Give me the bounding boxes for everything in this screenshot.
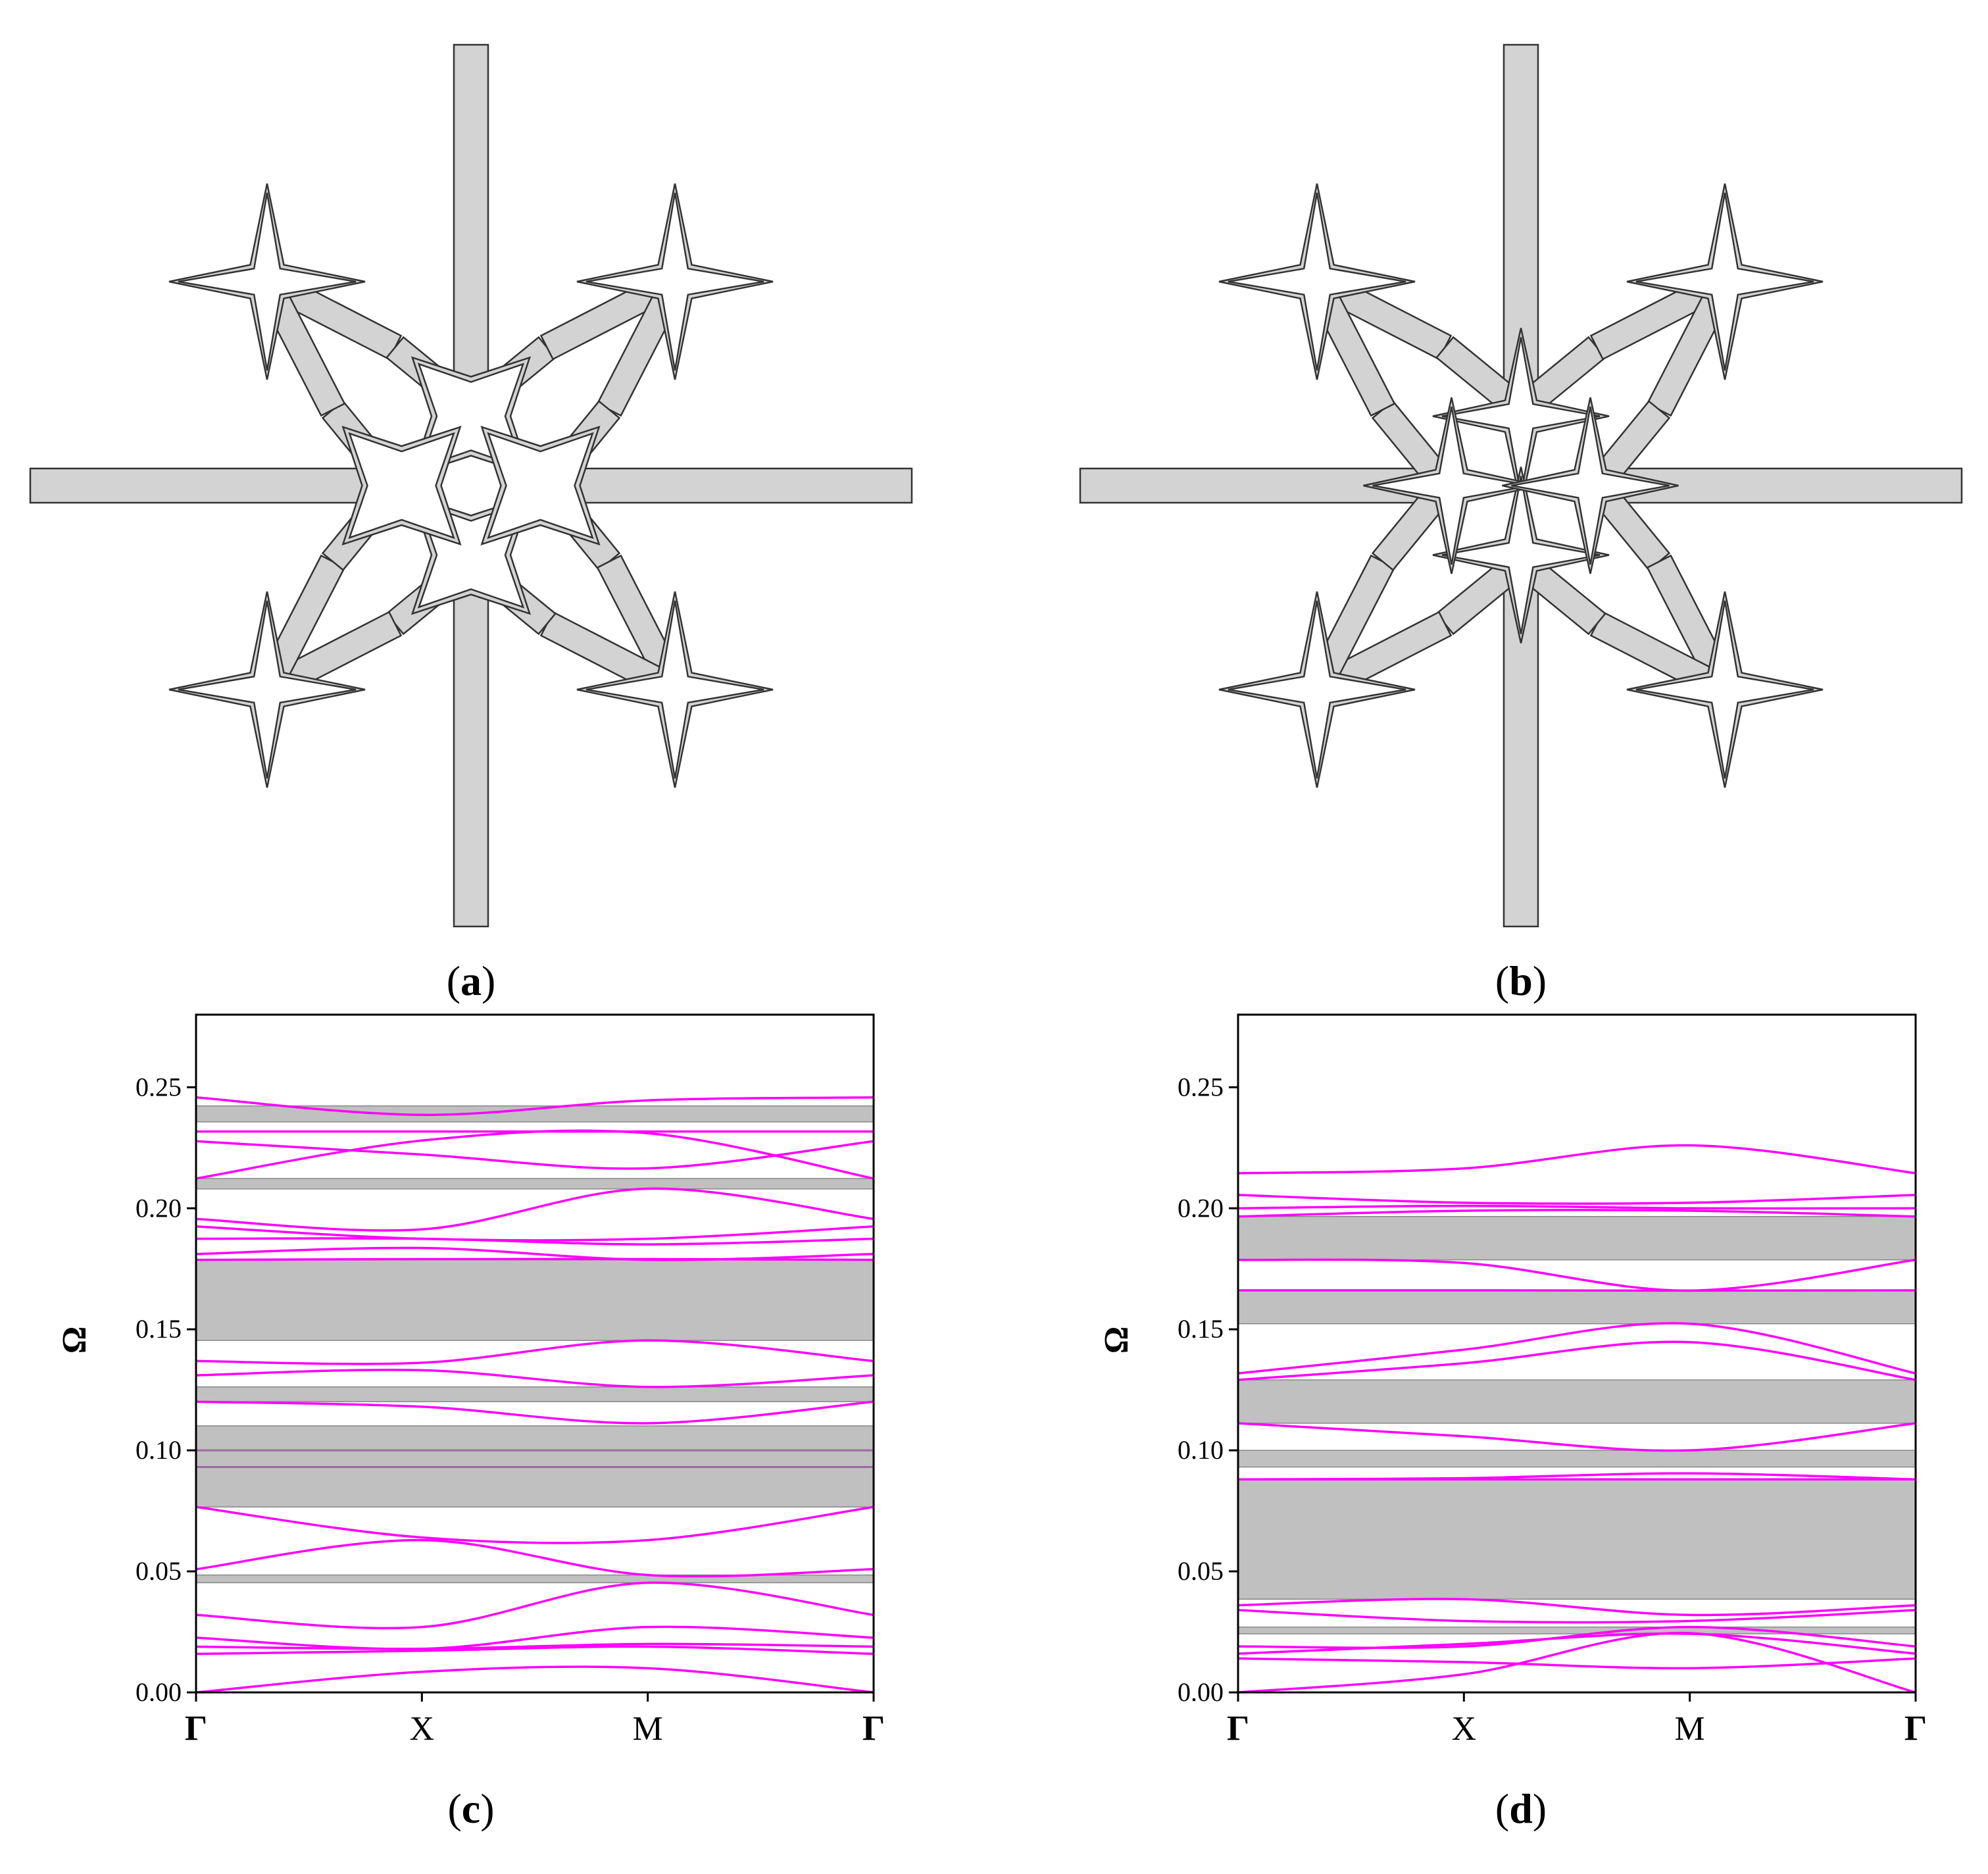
y-tick-label: 0.00 [136, 1677, 182, 1707]
edge-star-hole [1372, 406, 1531, 565]
band-curve [1238, 1631, 1916, 1692]
y-tick-label: 0.05 [1178, 1556, 1224, 1586]
band-curve [196, 1187, 874, 1232]
x-tick-label: M [633, 1710, 663, 1748]
arm-bottom [453, 583, 489, 928]
panel-label-b: (b) [1495, 957, 1547, 1004]
band-curve [196, 1538, 874, 1578]
band-curve [1238, 1472, 1916, 1481]
corner-star-hole [585, 600, 764, 779]
band-structure-chart-c: 0.00 0.05 0.10 0.15 0.20 0.25 Γ X M Γ Ω [56, 1013, 885, 1748]
edge-star-hole [487, 432, 594, 540]
edge-star-hole [1511, 406, 1670, 565]
y-tick-label: 0.25 [1178, 1072, 1224, 1102]
y-tick-label: 0.20 [1178, 1193, 1224, 1223]
band-gap [196, 1259, 874, 1341]
unit-cell-diagram-b [1079, 43, 1963, 928]
band-structure-chart-d: 0.00 0.05 0.10 0.15 0.20 0.25 Γ X M Γ Ω [1098, 1013, 1927, 1748]
y-tick-label: 0.25 [136, 1072, 182, 1102]
band-curve [1238, 1598, 1916, 1617]
x-tick-label: X [1452, 1710, 1477, 1748]
corner-star-hole [1228, 600, 1406, 779]
panel-label-d: (d) [1495, 1785, 1547, 1832]
y-tick-label: 0.20 [136, 1193, 182, 1223]
band-curve [1238, 1209, 1916, 1218]
band-curve [196, 1645, 874, 1656]
y-tick-label: 0.15 [136, 1314, 182, 1344]
band-curve [196, 1400, 874, 1425]
band-curve [1238, 1258, 1916, 1292]
panel-label-c: (c) [447, 1785, 494, 1832]
band-gap [1238, 1379, 1916, 1424]
band-gap [1238, 1450, 1916, 1468]
arm-top [453, 43, 489, 388]
panel-label-a: (a) [447, 957, 496, 1004]
arm-right [568, 467, 913, 504]
x-tick-label: M [1675, 1710, 1705, 1748]
band-curve [196, 1246, 874, 1261]
corner-star-hole [178, 192, 357, 371]
y-axis-label: Ω [1098, 1327, 1135, 1354]
corner-star-hole [1635, 600, 1814, 779]
band-curve [196, 1581, 874, 1630]
band-curve [1238, 1194, 1916, 1205]
y-axis-label: Ω [56, 1327, 93, 1354]
x-tick-label: Γ [862, 1708, 885, 1748]
band-curve [196, 1625, 874, 1650]
band-curve [196, 1096, 874, 1117]
y-tick-label: 0.05 [136, 1556, 182, 1586]
band-gap [196, 1178, 874, 1190]
band-gap [196, 1574, 874, 1584]
corner-star-hole [1635, 192, 1814, 371]
band-curve [196, 1237, 874, 1246]
band-gap [1238, 1290, 1916, 1325]
band-curve [1238, 1422, 1916, 1452]
y-tick-label: 0.00 [1178, 1677, 1224, 1707]
band-gap [1238, 1216, 1916, 1261]
band-gap [196, 1386, 874, 1402]
band-curve [196, 1506, 874, 1544]
band-curve [196, 1369, 874, 1388]
x-tick-label: X [410, 1710, 435, 1748]
y-tick-label: 0.15 [1178, 1314, 1224, 1344]
corner-star-hole [1228, 192, 1406, 371]
band-curve [1238, 1340, 1916, 1381]
arm-left [29, 467, 374, 504]
band-curve [1238, 1609, 1916, 1624]
corner-star-hole [178, 600, 357, 779]
y-tick-label: 0.10 [1178, 1435, 1224, 1465]
band-curve [196, 1642, 874, 1650]
edge-star-hole [1441, 476, 1601, 634]
x-tick-label: Γ [185, 1708, 207, 1748]
band-curve [196, 1339, 874, 1365]
band-curve [196, 1665, 874, 1692]
band-curve [1238, 1632, 1916, 1655]
band-curve [1238, 1144, 1916, 1175]
plot-frame [1237, 1013, 1917, 1694]
band-curve [1238, 1322, 1916, 1375]
x-tick-label: Γ [1904, 1708, 1927, 1748]
corner-star-hole [585, 192, 764, 371]
band-curve [196, 1129, 874, 1180]
y-tick-label: 0.10 [136, 1435, 182, 1465]
band-curve [196, 1225, 874, 1242]
band-curve [1238, 1657, 1916, 1670]
band-curve [1238, 1625, 1916, 1650]
band-curve [1238, 1204, 1916, 1210]
unit-cell-diagram-a [29, 43, 913, 928]
edge-star-hole [348, 432, 455, 540]
band-gap [1238, 1479, 1916, 1600]
band-gap [1238, 1626, 1916, 1634]
edge-star-hole [1441, 337, 1601, 495]
x-tick-label: Γ [1227, 1708, 1249, 1748]
plot-frame [195, 1013, 875, 1694]
